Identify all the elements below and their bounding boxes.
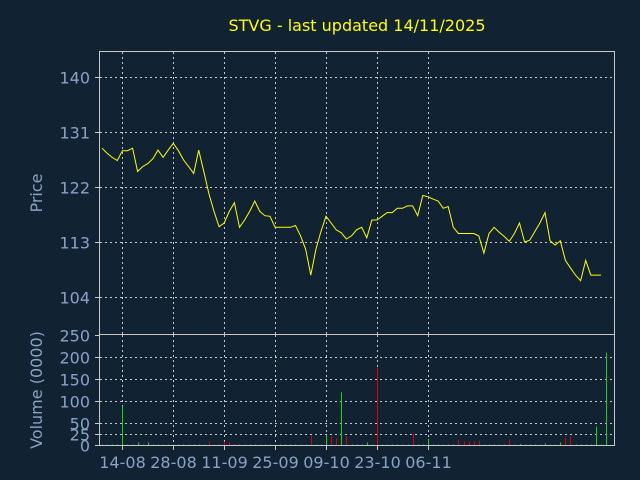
volume-panel-frame <box>99 334 615 446</box>
price-grid <box>100 52 614 334</box>
volume-bars <box>102 352 607 445</box>
x-tick-label: 25-09 <box>252 453 299 472</box>
price-y-ticks: 104 113 122 131 140 <box>59 69 100 308</box>
price-y-tick-label: 113 <box>59 234 90 253</box>
x-tick-label: 28-08 <box>150 453 197 472</box>
x-tick-label: 11-09 <box>201 453 248 472</box>
volume-y-tick-label: 250 <box>59 327 90 346</box>
volume-y-tick-label: 50 <box>70 415 90 434</box>
volume-y-tick-label: 0 <box>80 437 90 456</box>
price-y-tick-label: 104 <box>59 289 90 308</box>
volume-y-tick-label: 200 <box>59 349 90 368</box>
price-series <box>101 142 601 282</box>
chart-title: STVG - last updated 14/11/2025 <box>229 16 486 35</box>
price-y-tick-label: 122 <box>59 179 90 198</box>
volume-grid <box>100 335 614 445</box>
x-tick-label: 06-11 <box>405 453 452 472</box>
volume-axis-label: Volume (0000) <box>27 331 46 449</box>
volume-y-tick-label: 150 <box>59 371 90 390</box>
price-panel-frame <box>99 51 615 335</box>
volume-y-tick-label: 25 <box>70 426 90 445</box>
price-axis-label: Price <box>27 173 46 212</box>
x-tick-label: 14-08 <box>99 453 146 472</box>
x-tick-label: 23-10 <box>354 453 401 472</box>
volume-y-tick-label: 100 <box>59 393 90 412</box>
x-axis-ticks: 14-08 28-08 11-09 25-09 09-10 23-10 06-11 <box>99 445 452 472</box>
price-y-tick-label: 131 <box>59 124 90 143</box>
price-line <box>101 142 601 282</box>
price-y-tick-label: 140 <box>59 69 90 88</box>
x-tick-label: 09-10 <box>303 453 350 472</box>
